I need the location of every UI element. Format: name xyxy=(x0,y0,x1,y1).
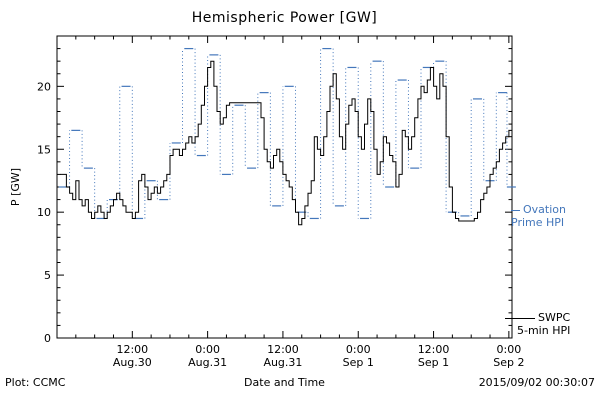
plot-source-text: Plot: CCMC xyxy=(5,376,66,389)
legend-ovation-line2: Prime HPI xyxy=(511,216,566,229)
svg-text:10: 10 xyxy=(37,206,51,219)
legend-ovation-line1: Ovation xyxy=(511,203,566,216)
svg-text:Aug.30: Aug.30 xyxy=(113,356,152,369)
svg-text:0:00: 0:00 xyxy=(346,343,371,356)
legend-swpc-line1: SWPC xyxy=(505,311,570,324)
legend-ovation: Ovation Prime HPI xyxy=(511,203,566,229)
timestamp-text: 2015/09/02 00:30:07 xyxy=(478,376,595,389)
svg-text:5: 5 xyxy=(44,269,51,282)
chart-title: Hemispheric Power [GW] xyxy=(191,10,378,26)
svg-text:0:00: 0:00 xyxy=(497,343,522,356)
svg-text:0: 0 xyxy=(44,332,51,345)
legend-swpc: SWPC 5-min HPI xyxy=(505,311,570,337)
legend-ovation-label2: Prime HPI xyxy=(511,216,565,229)
svg-text:15: 15 xyxy=(37,143,51,156)
svg-text:12:00: 12:00 xyxy=(267,343,299,356)
svg-text:Sep 1: Sep 1 xyxy=(418,356,449,369)
legend-swpc-line2: 5-min HPI xyxy=(505,324,570,337)
legend-ovation-label1: Ovation xyxy=(523,203,566,216)
svg-text:Sep 1: Sep 1 xyxy=(343,356,374,369)
svg-text:12:00: 12:00 xyxy=(116,343,148,356)
swpc-line-sample-icon xyxy=(505,317,535,319)
legend-swpc-label1: SWPC xyxy=(538,311,571,324)
svg-text:12:00: 12:00 xyxy=(418,343,450,356)
svg-text:20: 20 xyxy=(37,80,51,93)
svg-text:Aug.31: Aug.31 xyxy=(188,356,227,369)
legend-swpc-label2: 5-min HPI xyxy=(517,324,571,337)
svg-text:0:00: 0:00 xyxy=(195,343,220,356)
svg-text:Sep 2: Sep 2 xyxy=(493,356,524,369)
svg-text:Aug.31: Aug.31 xyxy=(263,356,302,369)
x-axis-label: Date and Time xyxy=(244,376,325,389)
ovation-line-sample-icon xyxy=(511,209,520,211)
